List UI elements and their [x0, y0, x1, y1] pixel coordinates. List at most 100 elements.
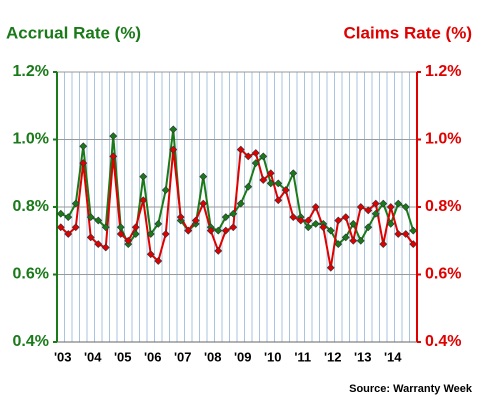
marker	[191, 216, 200, 225]
marker	[221, 213, 230, 222]
marker	[356, 203, 365, 211]
marker	[356, 236, 365, 245]
marker	[206, 226, 215, 235]
marker	[274, 196, 283, 205]
marker	[64, 230, 73, 238]
y-tick-label: 1.0%	[13, 131, 49, 148]
marker	[86, 213, 95, 222]
y-tick-label: 0.8%	[13, 198, 49, 215]
marker	[161, 186, 170, 195]
x-tick-label: '08	[204, 349, 222, 364]
marker	[116, 230, 125, 238]
marker	[199, 172, 208, 181]
marker	[266, 169, 275, 178]
marker	[311, 219, 320, 228]
y2-tick-label: 1.2%	[425, 63, 461, 80]
marker	[214, 226, 223, 235]
marker	[266, 179, 275, 188]
marker	[371, 209, 380, 218]
marker	[379, 199, 388, 208]
marker	[259, 176, 268, 184]
x-tick-label: '13	[354, 349, 372, 364]
marker	[154, 257, 163, 265]
marker	[349, 219, 358, 228]
marker	[229, 223, 238, 232]
marker	[251, 149, 260, 157]
left-axis-title: Accrual Rate (%)	[6, 23, 141, 42]
marker	[139, 172, 148, 181]
marker	[64, 213, 73, 222]
y-tick-label: 0.6%	[13, 266, 49, 283]
marker	[79, 159, 88, 168]
x-tick-label: '12	[324, 349, 342, 364]
marker	[251, 159, 260, 168]
marker	[409, 226, 418, 235]
x-tick-label: '14	[384, 349, 402, 364]
x-tick-label: '03	[54, 349, 72, 364]
marker	[161, 230, 170, 238]
marker	[131, 223, 140, 232]
marker	[86, 233, 95, 242]
y-tick-label: 1.2%	[13, 63, 49, 80]
series-line	[60, 147, 415, 268]
marker	[101, 223, 110, 232]
marker	[334, 240, 343, 249]
marker	[296, 216, 305, 225]
marker	[109, 132, 118, 141]
marker	[349, 236, 358, 245]
y2-tick-label: 0.8%	[425, 198, 461, 215]
marker	[79, 142, 88, 151]
x-tick-label: '07	[174, 349, 192, 364]
marker	[244, 182, 253, 191]
marker	[319, 223, 328, 232]
marker	[169, 145, 178, 154]
marker	[214, 246, 223, 255]
marker	[56, 209, 65, 218]
marker	[371, 199, 380, 208]
marker	[394, 230, 403, 238]
marker	[146, 250, 155, 259]
right-axis-title: Claims Rate (%)	[344, 23, 472, 42]
marker	[236, 199, 245, 208]
marker	[124, 236, 133, 245]
marker	[274, 179, 283, 188]
marker	[304, 216, 313, 225]
marker	[386, 219, 395, 228]
marker	[341, 213, 350, 222]
marker	[259, 152, 268, 161]
marker	[56, 223, 65, 232]
marker	[289, 213, 298, 222]
source-note: Source: Warranty Week	[349, 383, 473, 395]
marker	[71, 223, 80, 232]
marker	[221, 226, 230, 235]
marker	[94, 240, 103, 249]
marker	[289, 169, 298, 178]
x-tick-label: '10	[264, 349, 282, 364]
x-tick-label: '05	[114, 349, 132, 364]
y-tick-label: 0.4%	[13, 333, 49, 350]
marker	[341, 233, 350, 242]
marker	[334, 216, 343, 225]
marker	[71, 199, 80, 208]
marker	[169, 125, 178, 134]
y2-tick-label: 0.6%	[425, 266, 461, 283]
marker	[139, 196, 148, 205]
marker	[116, 223, 125, 232]
marker	[236, 145, 245, 154]
marker	[199, 199, 208, 208]
x-tick-label: '06	[144, 349, 162, 364]
marker	[326, 263, 335, 272]
y2-tick-label: 0.4%	[425, 333, 461, 350]
x-tick-label: '04	[84, 349, 102, 364]
marker	[401, 230, 410, 238]
marker	[364, 206, 373, 215]
marker	[184, 226, 193, 235]
marker	[229, 209, 238, 218]
x-tick-label: '11	[294, 349, 311, 364]
marker	[281, 186, 290, 195]
x-tick-label: '09	[234, 349, 252, 364]
marker	[401, 203, 410, 211]
marker	[244, 152, 253, 161]
